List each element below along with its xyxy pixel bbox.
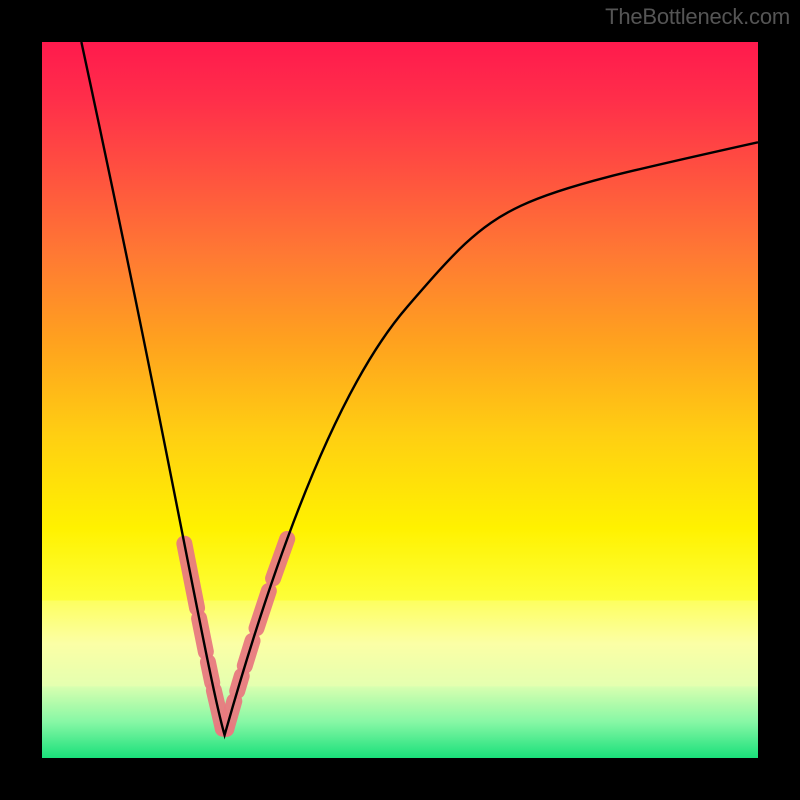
- chart-root: TheBottleneck.com: [0, 0, 800, 800]
- bottleneck-curve-chart: [0, 0, 800, 800]
- watermark-text: TheBottleneck.com: [605, 4, 790, 30]
- pale-band: [42, 600, 758, 686]
